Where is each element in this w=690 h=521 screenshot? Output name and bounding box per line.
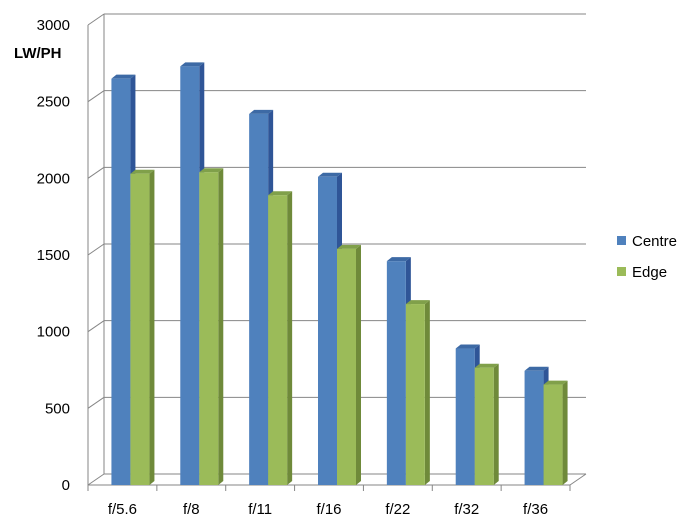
y-tick-label: 1000 — [37, 324, 70, 341]
y-tick-label: 2000 — [37, 170, 70, 187]
bar-edge — [268, 195, 288, 485]
bar-centre — [524, 370, 544, 485]
bar-side — [424, 300, 430, 485]
x-tick-label: f/11 — [248, 501, 272, 518]
gridline-side — [87, 320, 105, 333]
bar-side — [562, 380, 568, 485]
x-tick-label: f/5.6 — [108, 501, 137, 518]
bar-top — [249, 109, 274, 114]
bar-top — [386, 257, 411, 262]
y-tick-label: 0 — [62, 477, 70, 494]
bar-top — [180, 62, 205, 67]
floor-edge — [569, 473, 587, 486]
bar-top — [337, 244, 361, 249]
legend-swatch-edge — [617, 267, 626, 276]
bar-edge — [405, 304, 425, 485]
y-tick-label: 500 — [45, 400, 70, 417]
legend-swatch-centre — [617, 236, 626, 245]
bar-edge — [474, 367, 494, 485]
bar-side — [493, 363, 499, 485]
bar-top — [405, 300, 430, 305]
x-axis-ticks: f/5.6 f/8 f/11 f/16 f/22 f/32 f/36 — [108, 501, 548, 518]
bar-side — [356, 244, 361, 485]
bar-edge — [199, 172, 219, 485]
legend-label-edge: Edge — [632, 264, 667, 281]
y-tick-label: 1500 — [37, 247, 70, 264]
y-axis-ticks: 0 500 1000 1500 2000 2500 3000 — [37, 17, 70, 494]
x-tick-label: f/22 — [385, 501, 410, 518]
x-tick-label: f/16 — [316, 501, 341, 518]
y-axis-unit-label: LW/PH — [14, 45, 62, 62]
bar-centre — [318, 176, 337, 486]
x-tick-label: f/32 — [454, 501, 479, 518]
legend: Centre Edge — [617, 233, 677, 281]
bar-side — [149, 169, 155, 485]
bar-side — [287, 191, 293, 485]
gridline-side — [87, 396, 105, 409]
bar-top — [474, 363, 499, 368]
bar-centre — [386, 261, 406, 485]
bar-group — [111, 62, 568, 486]
bar-edge — [130, 173, 150, 485]
bar-top — [130, 169, 155, 174]
bar-top — [199, 168, 224, 173]
gridline-side — [87, 243, 105, 256]
gridline-side — [87, 166, 105, 179]
bar-centre — [180, 66, 200, 486]
bar-top — [524, 366, 549, 371]
bar-centre — [249, 113, 269, 485]
y-tick-label: 3000 — [37, 17, 70, 34]
gridline-side — [87, 473, 105, 486]
x-tick-label: f/36 — [523, 501, 548, 518]
bar-top — [455, 344, 480, 349]
bar-edge — [337, 248, 356, 485]
bar-top — [318, 172, 342, 177]
bar-top — [543, 380, 568, 385]
gridline-side — [87, 13, 105, 26]
bar-edge — [543, 384, 563, 485]
bar-centre — [455, 348, 475, 485]
gridline-side — [87, 90, 105, 103]
bar-top — [268, 191, 293, 196]
x-tick-label: f/8 — [183, 501, 200, 518]
bar-centre — [111, 78, 131, 486]
bar-top — [111, 74, 136, 79]
bar-side — [218, 168, 224, 485]
y-tick-label: 2500 — [37, 94, 70, 111]
legend-label-centre: Centre — [632, 233, 677, 250]
